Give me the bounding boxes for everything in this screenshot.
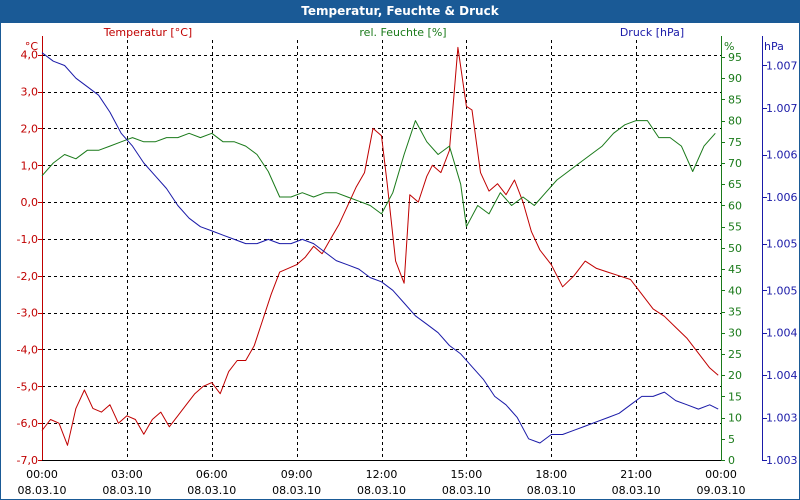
pressure-tick-label: 1.005 bbox=[766, 238, 798, 251]
x-tick-time-label: 21:00 bbox=[620, 468, 652, 481]
window-title: Temperatur, Feuchte & Druck bbox=[0, 0, 800, 22]
x-tick-time-label: 15:00 bbox=[451, 468, 483, 481]
humidity-series-label: rel. Feuchte [%] bbox=[359, 26, 446, 39]
temperature-tick-label: 2,0 bbox=[21, 122, 39, 135]
x-tick-date-label: 08.03.10 bbox=[527, 484, 576, 497]
x-tick-date-label: 08.03.10 bbox=[102, 484, 151, 497]
temperature-tick-label: -2,0 bbox=[17, 270, 38, 283]
x-tick-date-label: 08.03.10 bbox=[357, 484, 406, 497]
humidity-tick-label: 30 bbox=[728, 327, 742, 340]
pressure-tick-label: 1.007 bbox=[766, 102, 798, 115]
humidity-tick-label: 85 bbox=[728, 93, 742, 106]
temperature-tick-label: 3,0 bbox=[21, 86, 39, 99]
x-tick-time-label: 12:00 bbox=[366, 468, 398, 481]
x-tick-date-label: 08.03.10 bbox=[272, 484, 321, 497]
temperature-tick-label: -3,0 bbox=[17, 307, 38, 320]
humidity-tick-label: 75 bbox=[728, 136, 742, 149]
humidity-tick-label: 60 bbox=[728, 199, 742, 212]
humidity-tick-label: 70 bbox=[728, 157, 742, 170]
humidity-tick-label: 95 bbox=[728, 51, 742, 64]
humidity-tick-label: 80 bbox=[728, 115, 742, 128]
x-tick-time-label: 09:00 bbox=[281, 468, 313, 481]
pressure-tick-label: 1.006 bbox=[766, 191, 798, 204]
temperature-line bbox=[41, 46, 719, 446]
pressure-tick-label: 1.004 bbox=[766, 369, 798, 382]
x-tick-date-label: 09.03.10 bbox=[697, 484, 746, 497]
humidity-tick-label: 45 bbox=[728, 263, 742, 276]
humidity-tick-label: 35 bbox=[728, 306, 742, 319]
temperature-tick-label: -1,0 bbox=[17, 233, 38, 246]
humidity-tick-label: 5 bbox=[728, 433, 735, 446]
pressure-unit: hPa bbox=[764, 40, 784, 53]
temperature-unit: °C bbox=[25, 40, 39, 53]
x-tick-date-label: 08.03.10 bbox=[187, 484, 236, 497]
temperature-tick-label: 4,0 bbox=[21, 49, 39, 62]
x-tick-date-label: 08.03.10 bbox=[612, 484, 661, 497]
pressure-series-label: Druck [hPa] bbox=[620, 26, 684, 39]
x-tick-date-label: 08.03.10 bbox=[18, 484, 67, 497]
humidity-tick-label: 40 bbox=[728, 284, 742, 297]
x-tick-date-label: 08.03.10 bbox=[442, 484, 491, 497]
humidity-tick-label: 55 bbox=[728, 221, 742, 234]
temperature-tick-label: -5,0 bbox=[17, 380, 38, 393]
pressure-tick-label: 1.005 bbox=[766, 284, 798, 297]
x-tick-time-label: 00:00 bbox=[705, 468, 737, 481]
temperature-tick-label: -7,0 bbox=[17, 454, 38, 467]
humidity-tick-label: 25 bbox=[728, 348, 742, 361]
humidity-tick-label: 50 bbox=[728, 242, 742, 255]
x-tick-time-label: 00:00 bbox=[26, 468, 58, 481]
temperature-series-label: Temperatur [°C] bbox=[103, 26, 192, 39]
x-tick-time-label: 18:00 bbox=[535, 468, 567, 481]
chart-border bbox=[0, 22, 800, 500]
pressure-tick-label: 1.003 bbox=[766, 412, 798, 425]
pressure-tick-label: 1.004 bbox=[766, 327, 798, 340]
humidity-tick-label: 10 bbox=[728, 412, 742, 425]
humidity-tick-label: 65 bbox=[728, 178, 742, 191]
x-tick-time-label: 06:00 bbox=[196, 468, 228, 481]
temperature-tick-label: -6,0 bbox=[17, 417, 38, 430]
humidity-line bbox=[41, 120, 716, 228]
temperature-tick-label: -4,0 bbox=[17, 343, 38, 356]
pressure-tick-label: 1.003 bbox=[766, 454, 798, 467]
humidity-tick-label: 20 bbox=[728, 369, 742, 382]
temperature-tick-label: 0,0 bbox=[21, 196, 39, 209]
humidity-tick-label: 90 bbox=[728, 72, 742, 85]
humidity-tick-label: 15 bbox=[728, 390, 742, 403]
pressure-tick-label: 1.007 bbox=[766, 59, 798, 72]
humidity-tick-label: 0 bbox=[728, 454, 735, 467]
humidity-unit: % bbox=[724, 40, 734, 53]
x-tick-time-label: 03:00 bbox=[111, 468, 143, 481]
pressure-line bbox=[41, 52, 719, 444]
pressure-tick-label: 1.006 bbox=[766, 149, 798, 162]
temperature-tick-label: 1,0 bbox=[21, 159, 39, 172]
